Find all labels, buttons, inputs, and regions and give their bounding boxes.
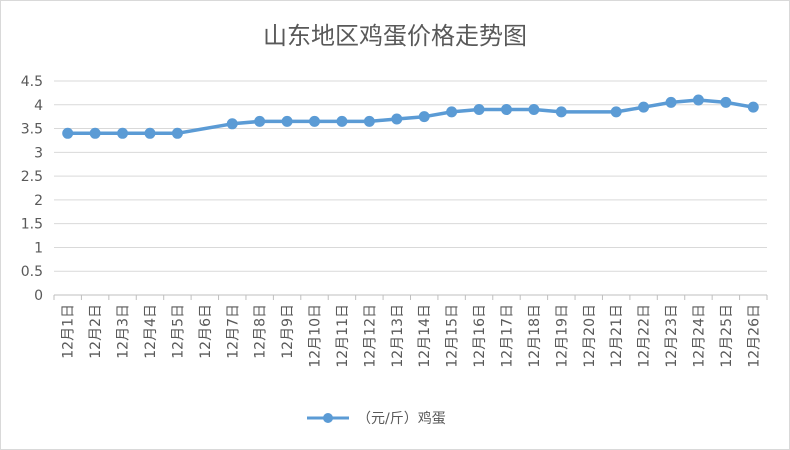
data-point	[281, 115, 293, 127]
data-point	[555, 106, 567, 118]
x-tick-label: 12月12日	[362, 304, 378, 368]
x-tick-label: 12月18日	[527, 304, 543, 368]
x-tick-label: 12月9日	[280, 304, 296, 359]
legend-series-marker	[323, 413, 333, 423]
data-point	[418, 111, 430, 123]
data-point	[62, 127, 74, 139]
legend-series-label: （元/斤）鸡蛋	[357, 410, 446, 427]
data-point	[336, 115, 348, 127]
legend: （元/斤）鸡蛋	[307, 410, 446, 427]
y-tick-label: 1.5	[21, 217, 43, 233]
y-tick-label: 0	[34, 288, 43, 304]
x-tick-label: 12月13日	[390, 304, 406, 368]
x-tick-label: 12月21日	[609, 304, 625, 368]
data-point	[309, 115, 321, 127]
x-tick-label: 12月19日	[554, 304, 570, 368]
data-point	[665, 96, 677, 108]
data-point	[638, 101, 650, 113]
y-tick-label: 2	[34, 193, 43, 209]
x-tick-label: 12月20日	[582, 304, 598, 368]
y-tick-label: 2.5	[21, 169, 43, 185]
x-tick-label: 12月7日	[225, 304, 241, 359]
x-tick-label: 12月15日	[445, 304, 461, 368]
y-tick-label: 3.5	[21, 122, 43, 138]
x-tick-label: 12月3日	[116, 304, 132, 359]
x-tick-label: 12月24日	[691, 304, 707, 368]
y-tick-label: 4.5	[21, 74, 43, 90]
y-tick-label: 3	[34, 145, 43, 161]
x-tick-label: 12月11日	[335, 304, 351, 368]
data-point	[446, 106, 458, 118]
data-point	[391, 113, 403, 125]
grid-layer	[53, 80, 768, 300]
data-point	[254, 115, 266, 127]
x-tick-label: 12月5日	[170, 304, 186, 359]
data-point	[473, 104, 485, 116]
data-point	[144, 127, 156, 139]
data-point	[117, 127, 129, 139]
x-tick-label: 12月6日	[198, 304, 214, 359]
y-tick-label: 4	[34, 98, 43, 114]
x-tick-label: 12月4日	[143, 304, 159, 359]
x-tick-label: 12月26日	[746, 304, 762, 368]
data-point	[720, 96, 732, 108]
y-tick-label: 1	[34, 240, 43, 256]
x-axis-tick-labels: 12月1日 12月2日 12月3日 12月4日 12月5日 12月6日 12月7日 12月8日…	[61, 304, 763, 368]
x-tick-label: 12月23日	[664, 304, 680, 368]
data-point	[500, 104, 512, 116]
chart-title: 山东地区鸡蛋价格走势图	[263, 22, 527, 50]
x-tick-label: 12月2日	[88, 304, 104, 359]
data-point	[171, 127, 183, 139]
data-point	[89, 127, 101, 139]
series-layer	[62, 94, 759, 139]
x-tick-label: 12月22日	[637, 304, 653, 368]
x-tick-label: 12月1日	[61, 304, 77, 359]
data-point	[692, 94, 704, 106]
y-axis-tick-labels: 0 0.5 1 1.5 2 2.5 3 3.5 4 4.5	[21, 74, 43, 304]
x-tick-label: 12月16日	[472, 304, 488, 368]
data-point	[610, 106, 622, 118]
data-point	[747, 101, 759, 113]
x-tick-label: 12月17日	[499, 304, 515, 368]
x-tick-label: 12月25日	[719, 304, 735, 368]
data-point	[226, 118, 238, 130]
y-tick-label: 0.5	[21, 264, 43, 280]
x-tick-label: 12月10日	[308, 304, 324, 368]
data-point	[363, 115, 375, 127]
data-point	[528, 104, 540, 116]
x-tick-label: 12月14日	[417, 304, 433, 368]
x-tick-label: 12月8日	[253, 304, 269, 359]
